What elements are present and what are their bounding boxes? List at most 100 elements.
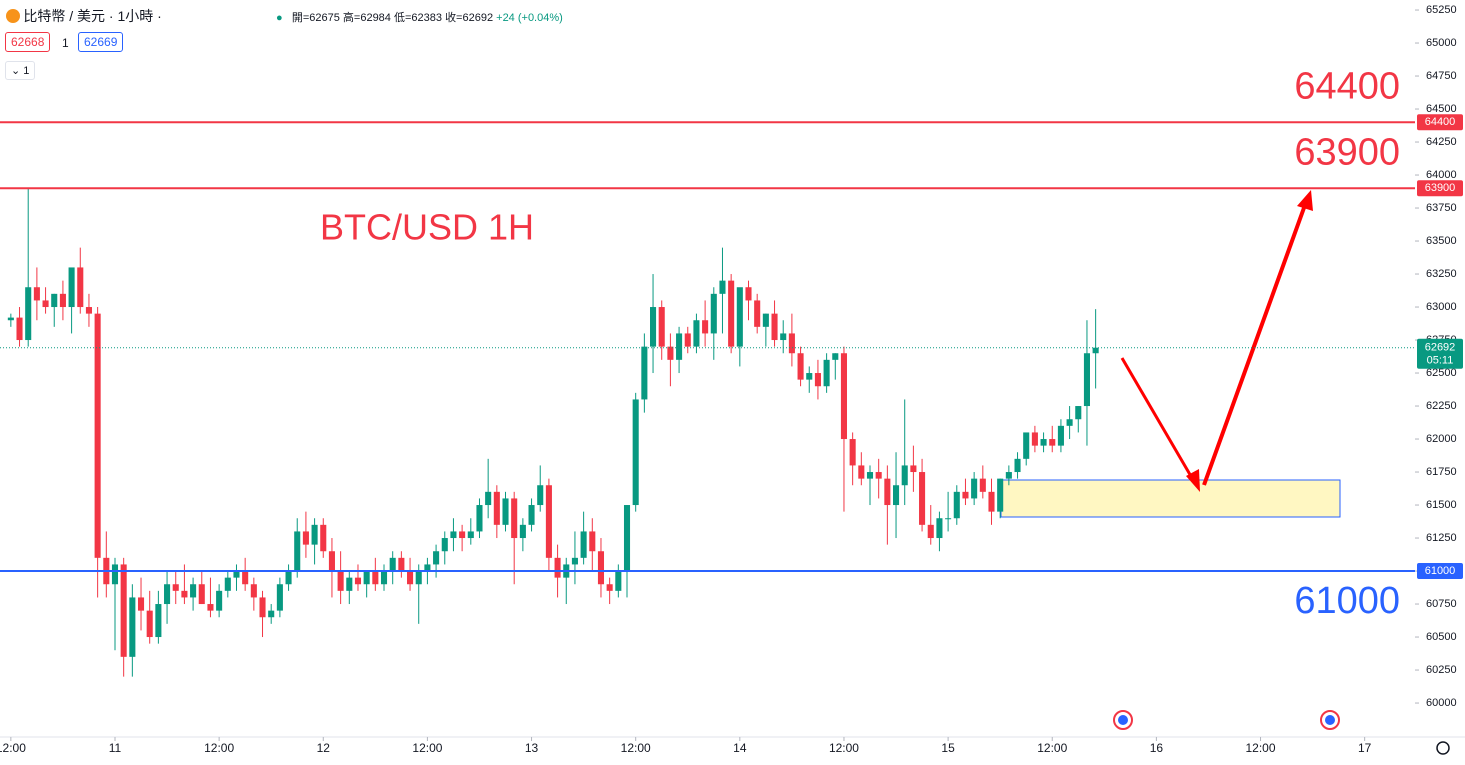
x-tick-label: 12:00 <box>1246 741 1276 755</box>
candle-body <box>702 320 709 334</box>
candle-body <box>927 524 934 539</box>
x-tick-label: 14 <box>733 741 747 755</box>
ask[interactable]: 62669 <box>78 32 124 52</box>
candle-body <box>1092 347 1099 354</box>
level-axis-label: 61000 <box>1425 565 1456 577</box>
candle-body <box>571 557 578 565</box>
candle-body <box>667 346 674 360</box>
candle-body <box>754 300 761 327</box>
candle-body <box>597 551 605 585</box>
candle-body <box>68 267 75 308</box>
candle-body <box>632 399 639 506</box>
candle-body <box>832 353 839 360</box>
y-tick-label: 60500 <box>1426 631 1457 643</box>
x-tick-label: 12:00 <box>412 741 442 755</box>
high: 高=62984 <box>342 12 391 24</box>
candle-body <box>997 478 1004 512</box>
candle-body <box>1005 472 1012 479</box>
y-tick-label: 60000 <box>1426 697 1457 709</box>
x-tick-label: 13 <box>525 741 539 755</box>
candle-body <box>979 478 986 492</box>
y-tick-label: 60250 <box>1426 664 1457 676</box>
candle-body <box>311 524 318 545</box>
candle-body <box>710 293 717 334</box>
settings-icon[interactable] <box>1436 741 1450 755</box>
candle-body <box>910 465 917 473</box>
y-tick-label: 61500 <box>1426 499 1457 511</box>
candle-body <box>77 267 84 308</box>
candle-body <box>363 571 370 585</box>
candle-body <box>580 531 587 558</box>
level-badge <box>1417 563 1463 580</box>
candle-body <box>476 505 483 532</box>
x-tick-label: 12:00 <box>621 741 651 755</box>
candle-body <box>1066 419 1073 426</box>
level-badge <box>1417 114 1463 131</box>
candle-body <box>259 597 266 618</box>
y-tick-label: 61750 <box>1426 466 1457 478</box>
level-badge <box>1417 180 1463 197</box>
candle-body <box>988 491 995 512</box>
y-tick-label: 63000 <box>1426 301 1457 313</box>
candle-body <box>190 584 197 598</box>
candle-body <box>415 571 422 585</box>
candle-body <box>129 597 136 657</box>
y-tick-label: 63250 <box>1426 268 1457 280</box>
candle-body <box>528 505 535 525</box>
level-axis-label: 63900 <box>1425 182 1456 194</box>
candle-body <box>216 590 223 611</box>
candle-body <box>658 307 665 347</box>
candle-body <box>372 571 379 585</box>
event-flags <box>1113 710 1340 730</box>
candle-body <box>59 293 66 308</box>
candle-body <box>320 524 327 552</box>
y-tick-label: 64750 <box>1426 70 1457 82</box>
candle-body <box>433 551 440 565</box>
candle-body <box>1031 432 1038 446</box>
spread: 1 <box>62 36 69 50</box>
candle-body <box>1040 439 1047 446</box>
candle-body <box>537 485 544 506</box>
zone-box <box>1000 479 1341 518</box>
y-tick-label: 61250 <box>1426 532 1457 544</box>
candle-body <box>207 604 214 611</box>
symbol-info: 比特幣 / 美元 · 1小時 · <box>6 6 162 26</box>
last-price-badge <box>1417 338 1463 369</box>
level-annotation: 64400 <box>1294 65 1400 107</box>
candle-body <box>684 333 691 347</box>
candle-body <box>224 577 231 591</box>
candle-body <box>294 531 301 572</box>
y-tick-label: 64500 <box>1426 103 1457 115</box>
last-price-label: 62692 <box>1425 342 1456 354</box>
candle-body <box>762 313 769 327</box>
candle-body <box>511 498 518 539</box>
close: 收=62692 <box>445 12 494 24</box>
y-tick-label: 63500 <box>1426 235 1457 247</box>
candle-body <box>866 472 874 479</box>
candle-body <box>814 373 821 387</box>
candle-body <box>797 353 804 380</box>
candle-body <box>806 373 813 380</box>
candle-body <box>146 610 153 638</box>
candle-body <box>137 597 145 611</box>
candle-body <box>94 313 101 558</box>
candle-body <box>788 333 795 354</box>
interval-toggle[interactable]: ⌄ 1 <box>5 61 36 80</box>
candle-body <box>589 531 596 552</box>
candle-body <box>641 346 648 400</box>
candle-body <box>971 478 978 499</box>
candle-body <box>485 491 492 506</box>
x-tick-label: 11 <box>109 741 122 755</box>
x-tick-label: 12:00 <box>1037 741 1067 755</box>
candle-body <box>120 564 127 657</box>
candle-body <box>919 472 926 525</box>
candle-body <box>1014 458 1021 473</box>
candle-body <box>823 359 830 387</box>
candle-body <box>554 557 561 578</box>
interval: 1 <box>23 65 30 77</box>
candle-body <box>16 317 23 341</box>
candle-body <box>424 564 431 572</box>
candle-body <box>945 518 952 520</box>
bid[interactable]: 62668 <box>5 32 51 52</box>
